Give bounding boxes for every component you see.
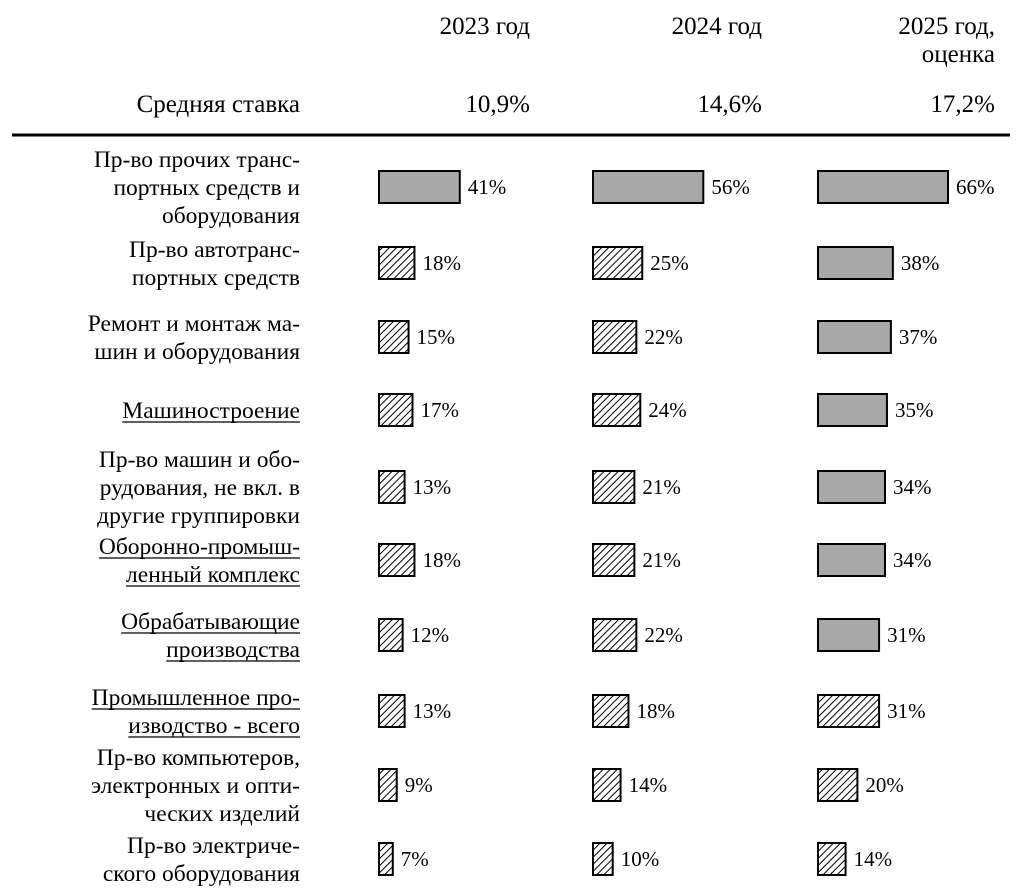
bar-value-label: 7% xyxy=(401,847,429,871)
category-label: изводство - всего xyxy=(128,713,300,739)
bar xyxy=(378,768,398,802)
category-label: рудования, не вкл. в xyxy=(100,475,300,501)
category-label: Машиностроение xyxy=(122,398,300,424)
period-header: 2023 год xyxy=(440,13,531,40)
category-label: другие группировки xyxy=(97,503,300,529)
category-label: ленный комплекс xyxy=(126,562,300,588)
bar xyxy=(817,246,894,280)
bar xyxy=(817,170,950,204)
category-label: Оборонно-промыш- xyxy=(99,534,300,560)
bar xyxy=(378,246,416,280)
bar-value-label: 17% xyxy=(420,398,459,422)
bar-value-label: 41% xyxy=(468,175,507,199)
bar-value-label: 66% xyxy=(956,175,995,199)
category-label: Пр-во автотранс- xyxy=(129,237,300,263)
bar xyxy=(592,320,638,354)
bars: 41% 18% 15% 17% 13% 18% 12% 13% 9% 7% 56% 25% 22% 24%… xyxy=(378,170,995,876)
category-label: Пр-во прочих транс- xyxy=(94,147,300,173)
period-header: 2025 год, xyxy=(898,13,995,40)
bar xyxy=(817,393,888,427)
bar xyxy=(592,694,630,728)
bar-value-label: 31% xyxy=(887,699,926,723)
bar-value-label: 9% xyxy=(405,773,433,797)
bar-value-label: 34% xyxy=(893,548,932,572)
period-headers: 2023 год 10,9% 2024 год 14,6% 2025 год,оценк… xyxy=(440,13,995,118)
category-label: портных средств xyxy=(132,265,300,291)
bar xyxy=(592,393,642,427)
bar xyxy=(592,618,638,652)
bar-value-label: 35% xyxy=(895,398,934,422)
bar xyxy=(378,470,406,504)
bar xyxy=(378,694,406,728)
category-label: Ремонт и монтаж ма- xyxy=(88,311,300,337)
category-label: оборудования xyxy=(162,203,300,229)
bar xyxy=(817,768,859,802)
category-label: шин и оборудования xyxy=(94,339,300,365)
bar-value-label: 14% xyxy=(629,773,668,797)
bar-value-label: 18% xyxy=(636,699,675,723)
bar-value-label: 31% xyxy=(887,623,926,647)
bar xyxy=(817,618,881,652)
category-label: ского оборудования xyxy=(103,861,300,887)
bar xyxy=(592,246,644,280)
bar xyxy=(378,393,414,427)
category-label: Пр-во компьютеров, xyxy=(97,745,300,771)
bar xyxy=(592,842,614,876)
bar-value-label: 38% xyxy=(901,251,940,275)
bar xyxy=(817,543,886,577)
bar-value-label: 15% xyxy=(417,325,456,349)
bar xyxy=(378,842,394,876)
bar-value-label: 24% xyxy=(648,398,687,422)
bar-value-label: 14% xyxy=(854,847,893,871)
category-label: Обрабатывающие xyxy=(121,609,300,635)
bar-value-label: 21% xyxy=(642,475,681,499)
category-label: Промышленное про- xyxy=(92,685,300,711)
category-label: производства xyxy=(166,637,300,663)
bar-value-label: 13% xyxy=(413,699,452,723)
bar-value-label: 10% xyxy=(621,847,660,871)
category-label: электронных и опти- xyxy=(91,773,300,799)
bar-value-label: 13% xyxy=(413,475,452,499)
period-rate: 17,2% xyxy=(930,91,995,118)
bar-value-label: 34% xyxy=(893,475,932,499)
bar xyxy=(378,618,404,652)
bar-value-label: 37% xyxy=(899,325,938,349)
bar-value-label: 22% xyxy=(644,623,683,647)
bar xyxy=(817,694,881,728)
bar-value-label: 56% xyxy=(711,175,750,199)
bar xyxy=(592,170,705,204)
bar xyxy=(378,170,461,204)
category-rows: Пр-во прочих транс-портных средств иобор… xyxy=(88,147,301,887)
period-rate: 14,6% xyxy=(697,91,762,118)
category-label: Пр-во электриче- xyxy=(127,833,300,859)
bar xyxy=(592,768,622,802)
bar-value-label: 22% xyxy=(644,325,683,349)
bar xyxy=(817,320,892,354)
category-label: ческих изделий xyxy=(144,801,300,827)
bar xyxy=(378,320,410,354)
bar xyxy=(817,842,847,876)
average-rate-label: Средняя ставка xyxy=(137,91,300,118)
bar xyxy=(378,543,416,577)
period-rate: 10,9% xyxy=(465,91,530,118)
bar-value-label: 25% xyxy=(650,251,689,275)
bar-value-label: 18% xyxy=(422,251,461,275)
bar-value-label: 12% xyxy=(411,623,450,647)
bar xyxy=(817,470,886,504)
period-header: 2024 год xyxy=(672,13,763,40)
category-label: Пр-во машин и обо- xyxy=(99,447,300,473)
bar-value-label: 21% xyxy=(642,548,681,572)
bar-value-label: 18% xyxy=(422,548,461,572)
category-label: портных средств и xyxy=(113,175,300,201)
bar-value-label: 20% xyxy=(865,773,904,797)
period-header: оценка xyxy=(922,41,995,68)
bar xyxy=(592,470,636,504)
bar xyxy=(592,543,636,577)
